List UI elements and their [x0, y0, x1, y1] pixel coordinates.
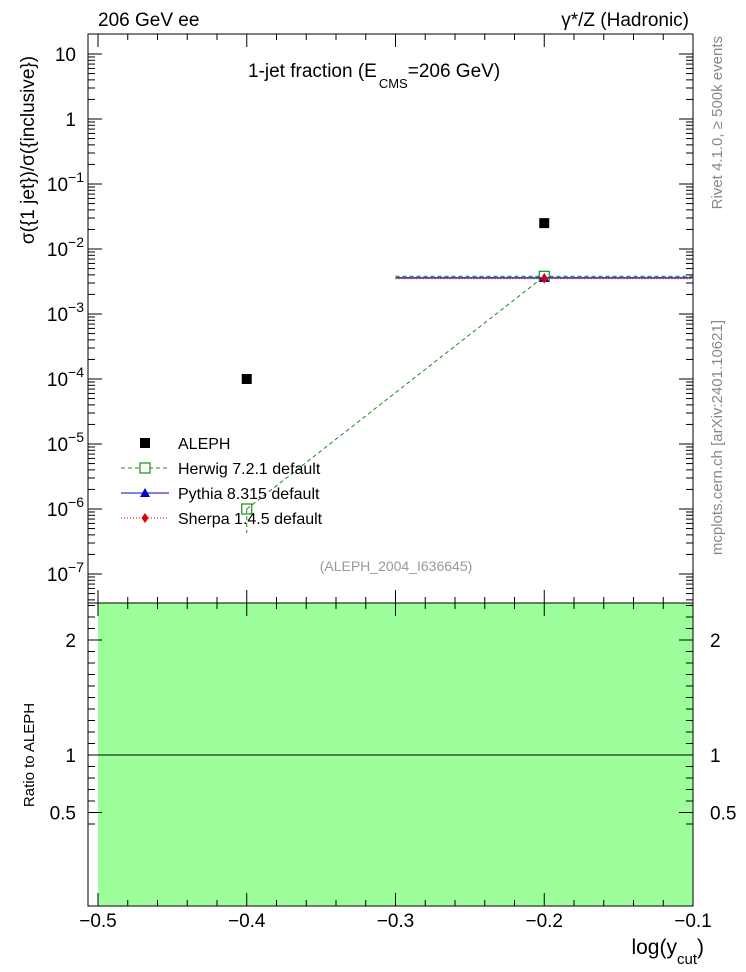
- x-axis-label-tail: ): [697, 936, 704, 959]
- main-y-tick-label: 10−4: [47, 364, 84, 391]
- chart-title-main: 1-jet fraction (E: [248, 61, 377, 82]
- main-y-tick-labels: 10−7 10−6 10−5 10−4 10−3 10−2 10−1 1 10: [47, 45, 84, 586]
- ratio-panel: 0.5 0.5 1 1 2 2 Ratio to ALEPH: [21, 602, 737, 907]
- ratio-y-tick-label-right: 0.5: [710, 804, 736, 825]
- x-tick-label: −0.2: [525, 911, 563, 932]
- chart-title: 1-jet fraction (ECMS=206 GeV): [248, 61, 500, 91]
- ratio-y-tick-label-right: 1: [710, 746, 721, 767]
- sherpa-point: [540, 273, 548, 284]
- main-panel: 10−7 10−6 10−5 10−4 10−3 10−2 10−1 1 10 1-jet fr…: [18, 33, 694, 604]
- x-axis-label-main: log(y: [631, 936, 677, 959]
- legend-label: Herwig 7.2.1 default: [178, 461, 321, 478]
- chart-title-sub: CMS: [379, 76, 408, 91]
- main-y-tick-label: 10−3: [47, 299, 84, 326]
- x-tick-label: −0.3: [377, 911, 415, 932]
- legend-label: ALEPH: [178, 436, 230, 453]
- legend: ALEPH Herwig 7.2.1 default Pythia 8.315 de…: [121, 436, 323, 528]
- legend-label: Sherpa 1.4.5 default: [178, 511, 323, 528]
- main-y-tick-label: 10−1: [47, 169, 84, 196]
- herwig-point: [241, 503, 253, 515]
- header-right-label: γ*/Z (Hadronic): [561, 10, 689, 31]
- aleph-data-point: [241, 374, 252, 384]
- ratio-y-tick-label-left: 1: [65, 746, 76, 767]
- ratio-y-tick-label-left: 2: [65, 631, 76, 652]
- x-axis-label: log(ycut): [631, 936, 704, 968]
- x-tick-label: −0.5: [79, 911, 117, 932]
- main-y-tick-label: 1: [65, 110, 76, 131]
- chart-title-tail: =206 GeV): [408, 61, 500, 82]
- ratio-y-tick-label-right: 2: [710, 631, 721, 652]
- x-axis-label-sub: cut: [677, 951, 698, 968]
- main-y-tick-label: 10−2: [47, 234, 84, 261]
- ratio-y-axis-label: Ratio to ALEPH: [21, 703, 38, 807]
- main-y-tick-label: 10−7: [47, 559, 84, 586]
- x-tick-label: −0.1: [674, 911, 712, 932]
- main-y-tick-label: 10−5: [47, 429, 84, 456]
- x-tick-label: −0.4: [228, 911, 266, 932]
- y-axis-label: σ({1 jet})/σ({inclusive}): [18, 56, 39, 244]
- header-left-label: 206 GeV ee: [98, 10, 199, 31]
- legend-marker: [140, 488, 150, 497]
- side-label-mcplots: mcplots.cern.ch [arXiv:2401.10621]: [709, 320, 726, 555]
- main-axis-ticks: [88, 34, 694, 603]
- ratio-tick-labels: 0.5 0.5 1 1 2 2: [50, 631, 737, 825]
- legend-marker: [139, 462, 151, 474]
- main-y-tick-label: 10: [55, 45, 76, 66]
- aleph-data-point: [539, 218, 550, 229]
- legend-marker: [140, 438, 150, 448]
- side-label-rivet: Rivet 4.1.0, ≥ 500k events: [709, 36, 726, 209]
- legend-marker: [141, 513, 149, 523]
- main-data-marks: [241, 218, 693, 533]
- legend-label: Pythia 8.315 default: [178, 486, 320, 503]
- ratio-y-tick-label-left: 0.5: [50, 804, 76, 825]
- x-tick-labels: −0.5 −0.4 −0.3 −0.2 −0.1: [79, 911, 712, 932]
- main-y-tick-label: 10−6: [47, 494, 84, 521]
- ratio-axis-ticks: [88, 603, 694, 906]
- analysis-watermark: (ALEPH_2004_I636645): [320, 558, 473, 574]
